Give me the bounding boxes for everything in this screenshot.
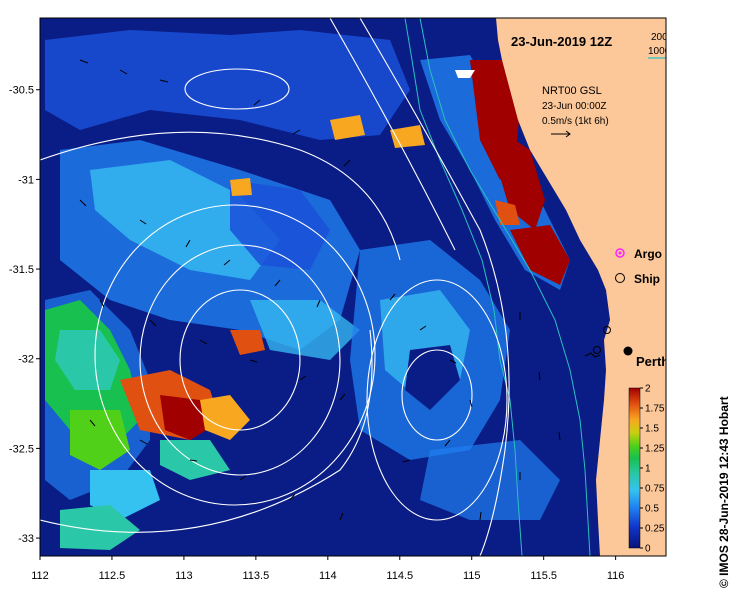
lat-tick-label: -30.5	[9, 85, 34, 97]
lat-tick-label: -33	[18, 533, 34, 545]
colorbar-tick-label: 0	[645, 544, 651, 555]
ship-legend-icon	[615, 273, 625, 283]
contour-200-label: 200m	[651, 32, 676, 43]
lon-tick-label: 112.5	[99, 570, 126, 582]
colorbar-tick-label: 1.5	[645, 424, 659, 435]
current-scale-arrow	[551, 130, 571, 138]
contour-1000-label: 1000m	[648, 46, 679, 57]
colorbar-title: Age (days) of filled SST (wrt latest)	[675, 414, 686, 568]
credit-text: © IMOS 28-Jun-2019 12:43 Hobart	[717, 396, 731, 588]
map-title: 23-Jun-2019 12Z	[511, 34, 612, 49]
map-frame	[39, 17, 667, 557]
colorbar-tick-label: 0.25	[645, 524, 665, 535]
lat-tick-label: -32.5	[9, 443, 34, 455]
longitude-axis: 112 112.5 113 113.5 114 114.5 115 115.5 116	[31, 556, 624, 582]
lat-tick-label: -31.5	[9, 264, 34, 276]
land-western-australia	[496, 18, 666, 556]
map-plot: 23-Jun-2019 12Z 200m 1000m NRT00 GSL 23-…	[40, 18, 686, 568]
lat-tick-label: -31	[18, 174, 34, 186]
ship-track-marker-2	[593, 346, 601, 354]
lon-tick-label: 113.5	[243, 570, 270, 582]
coastal-blank-patch	[455, 70, 475, 78]
lon-tick-label: 113	[175, 570, 193, 582]
latitude-axis: -30.5 -31 -31.5 -32 -32.5 -33	[9, 85, 40, 545]
sst-patches	[45, 30, 570, 550]
current-scale-label: 0.5m/s (1kt 6h)	[542, 116, 609, 127]
colorbar-tick-label: 0.75	[645, 484, 665, 495]
argo-legend-dot	[618, 251, 622, 255]
colorbar-ticks: 0 0.25 0.5 0.75 1 1.25 1.5 1.75 2	[640, 384, 665, 555]
perth-marker	[623, 346, 633, 356]
current-vectors	[79, 59, 561, 521]
ship-track-marker	[603, 326, 611, 334]
colorbar	[628, 387, 641, 549]
colorbar-tick-label: 0.5	[645, 504, 659, 515]
lon-tick-label: 112	[31, 570, 49, 582]
sea-level-contours	[40, 18, 510, 556]
bathymetry-contours	[404, 18, 591, 556]
current-source-label: NRT00 GSL	[542, 85, 602, 97]
current-time-label: 23-Jun 00:00Z	[542, 101, 607, 112]
colorbar-tick-label: 2	[645, 384, 651, 395]
argo-legend-icon	[615, 248, 625, 258]
perth-label: Perth	[636, 354, 669, 369]
colorbar-tick-label: 1.75	[645, 404, 665, 415]
lon-tick-label: 116	[607, 570, 625, 582]
colorbar-tick-label: 1.25	[645, 444, 665, 455]
lat-tick-label: -32	[18, 354, 34, 366]
argo-legend-label: Argo	[634, 247, 662, 261]
lon-tick-label: 115.5	[530, 570, 557, 582]
lon-tick-label: 114	[319, 570, 337, 582]
lon-tick-label: 114.5	[386, 570, 413, 582]
colorbar-tick-label: 1	[645, 464, 651, 475]
ship-legend-label: Ship	[634, 272, 660, 286]
lon-tick-label: 115	[463, 570, 481, 582]
ship-track	[584, 352, 601, 358]
